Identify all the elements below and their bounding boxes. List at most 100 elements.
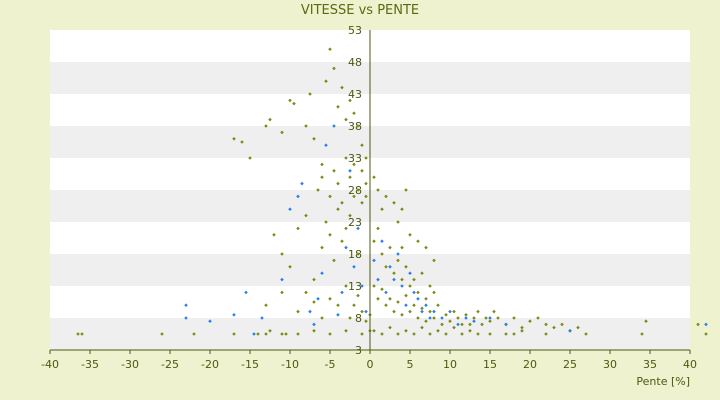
data-point-blue [364, 309, 368, 314]
data-point-olive [344, 284, 348, 288]
y-tick-label: 38 [348, 120, 362, 133]
data-point-olive [232, 332, 236, 336]
data-point-olive [424, 319, 428, 323]
data-point-olive [444, 313, 448, 317]
data-point-blue [396, 252, 400, 256]
data-point-olive [476, 309, 480, 314]
data-point-olive [280, 332, 284, 336]
data-point-olive [356, 293, 360, 298]
data-point-olive [356, 188, 360, 192]
data-point-olive [324, 220, 328, 224]
data-point-olive [352, 303, 356, 307]
data-point-olive [400, 207, 404, 211]
data-point-olive [512, 316, 516, 320]
data-point-olive [376, 226, 380, 231]
data-point-blue [448, 309, 452, 314]
data-point-olive [496, 316, 500, 320]
data-point-blue [252, 332, 256, 336]
data-point-olive [372, 284, 376, 288]
data-point-blue [456, 322, 460, 327]
data-point-blue [332, 124, 336, 128]
data-point-olive [384, 265, 388, 269]
x-tick-label: -25 [161, 358, 179, 371]
data-point-blue [420, 309, 424, 314]
data-point-olive [280, 130, 284, 135]
x-tick-label: 30 [603, 358, 617, 371]
data-point-olive [304, 213, 308, 218]
data-point-olive [344, 329, 348, 333]
data-point-blue [348, 169, 352, 173]
data-point-olive [416, 239, 420, 243]
data-point-olive [408, 233, 412, 237]
chart-title: VITESSE vs PENTE [301, 3, 419, 18]
data-point-olive [488, 319, 492, 323]
data-point-olive [372, 329, 376, 333]
data-point-olive [640, 332, 644, 336]
data-point-olive [372, 175, 376, 179]
data-point-olive [240, 140, 244, 144]
data-point-olive [404, 265, 408, 269]
data-point-olive [396, 220, 400, 224]
data-point-blue [336, 313, 340, 317]
x-tick-label: 25 [563, 358, 577, 371]
x-tick-label: 10 [443, 358, 457, 371]
y-tick-label: 13 [348, 280, 362, 293]
data-point-blue [408, 271, 412, 275]
x-axis-label: Pente [%] [636, 375, 690, 388]
data-point-olive [264, 303, 268, 307]
data-point-olive [304, 290, 308, 295]
data-point-olive [484, 316, 488, 320]
data-point-blue [184, 303, 188, 307]
data-point-blue [704, 322, 708, 327]
data-point-blue [400, 284, 404, 288]
data-point-olive [444, 332, 448, 336]
data-point-olive [380, 252, 384, 256]
data-point-olive [352, 194, 356, 199]
data-point-blue [208, 319, 212, 323]
data-point-olive [360, 143, 364, 147]
data-point-olive [504, 332, 508, 336]
data-point-olive [372, 239, 376, 243]
data-point-olive [340, 239, 344, 243]
data-point-olive [316, 188, 320, 192]
data-point-olive [328, 233, 332, 237]
x-tick-label: -40 [41, 358, 59, 371]
data-point-olive [476, 332, 480, 336]
data-point-olive [428, 284, 432, 288]
data-point-olive [576, 325, 580, 330]
data-point-olive [376, 297, 380, 301]
data-point-olive [364, 194, 368, 199]
data-point-olive [296, 332, 300, 336]
data-point-olive [356, 124, 360, 128]
x-tick-label: -35 [81, 358, 99, 371]
data-point-olive [420, 271, 424, 275]
data-point-olive [360, 332, 364, 336]
data-point-blue [324, 143, 328, 147]
data-point-olive [328, 332, 332, 336]
data-point-olive [344, 117, 348, 122]
data-point-blue [388, 265, 392, 269]
data-point-olive [360, 309, 364, 314]
data-point-olive [380, 207, 384, 211]
data-point-olive [696, 322, 700, 327]
data-point-olive [352, 111, 356, 115]
data-point-blue [340, 290, 344, 295]
data-point-olive [400, 245, 404, 250]
data-point-olive [336, 303, 340, 307]
data-point-olive [388, 245, 392, 250]
data-point-olive [520, 329, 524, 333]
x-tick-label: -5 [325, 358, 336, 371]
data-point-blue [568, 329, 572, 333]
data-point-olive [256, 332, 260, 336]
data-point-olive [296, 226, 300, 231]
data-point-blue [384, 290, 388, 295]
data-point-blue [300, 181, 304, 186]
data-point-olive [360, 201, 364, 205]
data-point-olive [392, 309, 396, 314]
y-tick-label: 43 [348, 88, 362, 101]
data-point-olive [388, 297, 392, 301]
data-point-olive [288, 98, 292, 103]
data-point-olive [456, 316, 460, 320]
data-point-olive [436, 329, 440, 333]
data-point-olive [436, 303, 440, 307]
